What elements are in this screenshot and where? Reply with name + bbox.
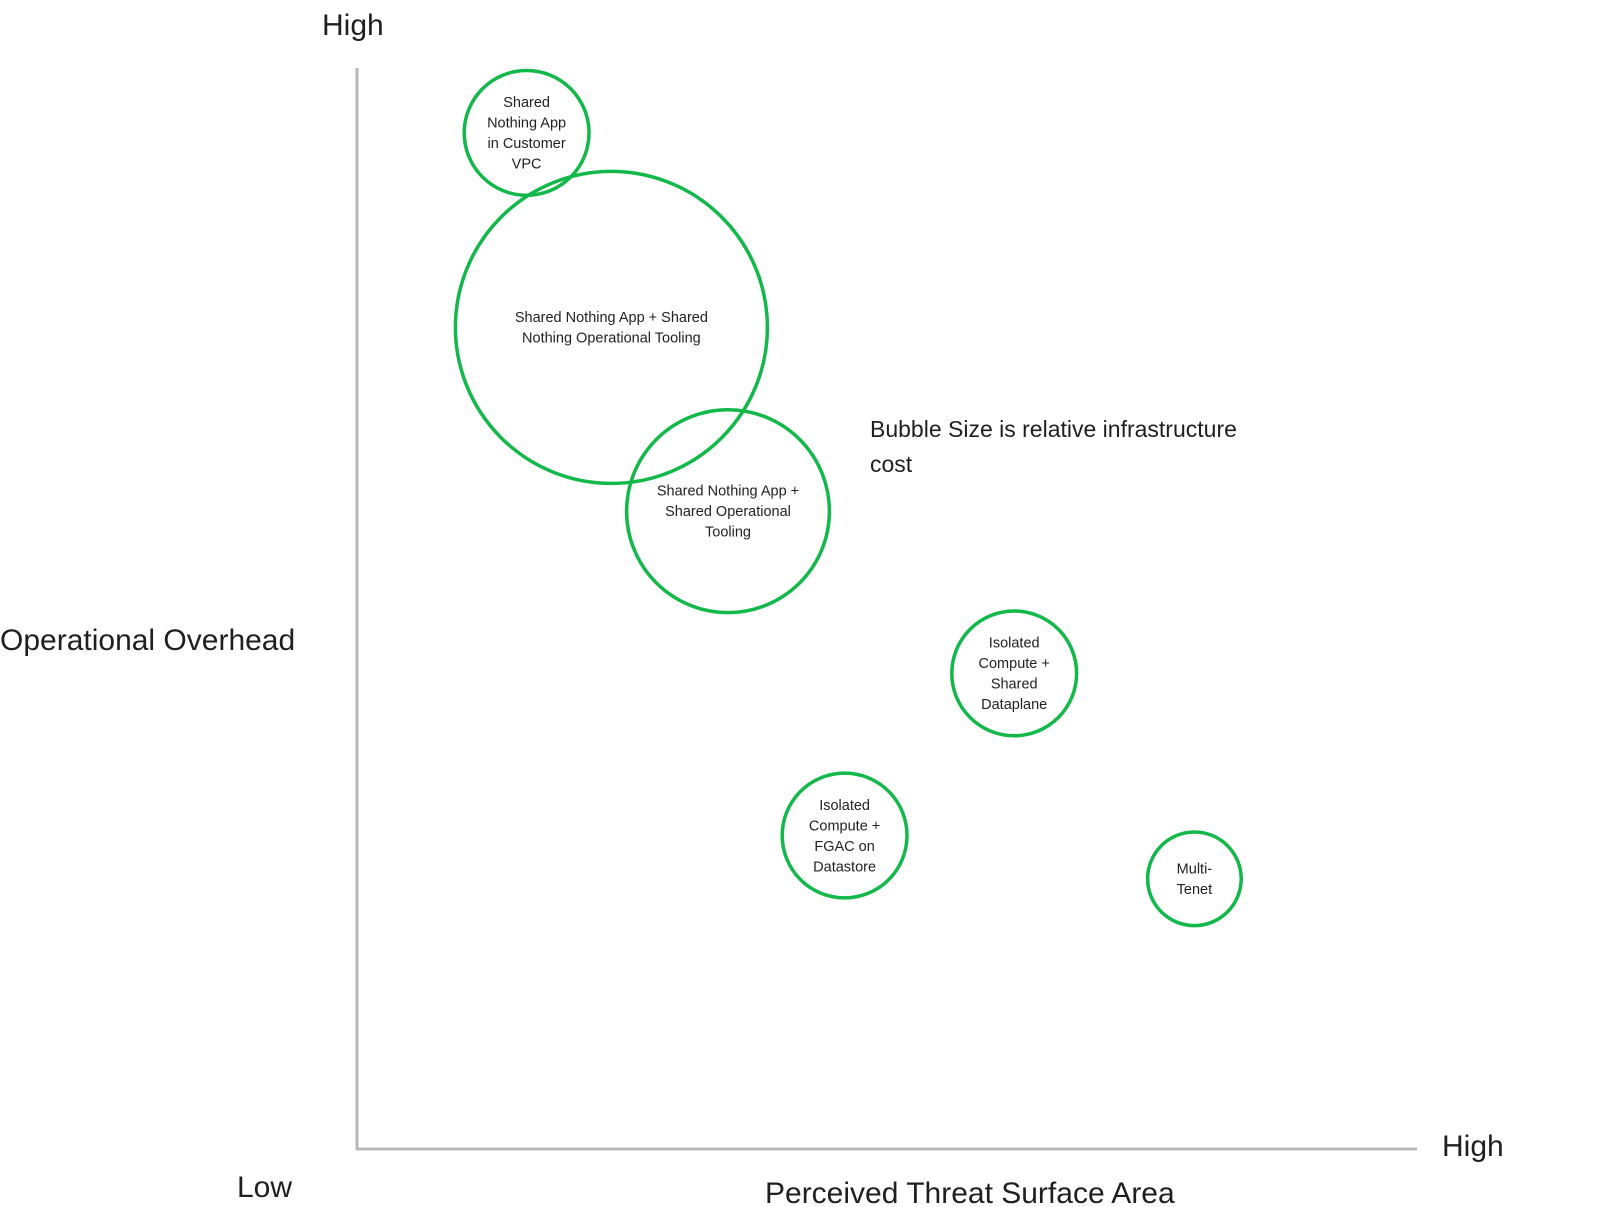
bubble-label-line: Multi- — [1177, 862, 1213, 878]
bubble-label-line: Shared — [991, 677, 1038, 693]
bubble-label-2: Shared Nothing App + Shared Nothing Opera… — [515, 310, 708, 347]
bubble-label-line: Isolated — [819, 798, 870, 814]
bubble-label-line: Dataplane — [981, 697, 1047, 713]
bubble-label-line: Compute + — [979, 656, 1050, 672]
bubble-size-note-line-2: cost — [870, 451, 913, 477]
bubble-size-note-line-1: Bubble Size is relative infrastructure — [870, 416, 1237, 442]
bubble-label-line: Shared — [503, 95, 550, 111]
bubble-point-3 — [624, 408, 832, 615]
x-axis-low-label: Low — [237, 1171, 292, 1204]
bubble-label-line: in Customer — [488, 136, 566, 152]
bubble-label-line: Datastore — [813, 859, 876, 875]
bubble-label-line: Compute + — [809, 818, 880, 834]
bubble-label-line: Shared Nothing App + Shared — [515, 310, 708, 326]
bubble-label-4: Isolated Compute + Shared Dataplane — [979, 636, 1050, 714]
x-axis-high-label: High — [1442, 1130, 1504, 1163]
y-axis-title: Operational Overhead — [0, 624, 295, 657]
bubble-point-2 — [453, 169, 770, 486]
bubble-point-5 — [780, 771, 909, 900]
bubble-label-line: Nothing App — [487, 116, 566, 132]
bubble-label-line: FGAC on — [814, 839, 874, 855]
bubble-label-1: Shared Nothing App in Customer VPC — [487, 95, 566, 173]
x-axis-title: Perceived Threat Surface Area — [765, 1177, 1175, 1207]
bubble-label-5: Isolated Compute + FGAC on Datastore — [809, 798, 880, 876]
bubble-label-6: Multi- Tenet — [1177, 862, 1213, 899]
bubble-label-line: Shared Nothing App + — [657, 484, 799, 500]
bubble-size-note: Bubble Size is relative infrastructure c… — [870, 416, 1243, 477]
bubble-label-line: Shared Operational — [665, 504, 791, 520]
bubble-label-3: Shared Nothing App + Shared Operational To… — [657, 484, 799, 541]
bubble-point-6 — [1145, 830, 1243, 928]
bubble-label-line: Isolated — [989, 636, 1040, 652]
bubble-label-line: Tooling — [705, 525, 751, 541]
bubble-label-line: VPC — [512, 157, 542, 173]
bubble-label-line: Nothing Operational Tooling — [522, 331, 701, 347]
y-axis-high-label: High — [322, 9, 384, 42]
bubble-point-4 — [950, 609, 1079, 738]
bubble-label-line: Tenet — [1177, 882, 1212, 898]
